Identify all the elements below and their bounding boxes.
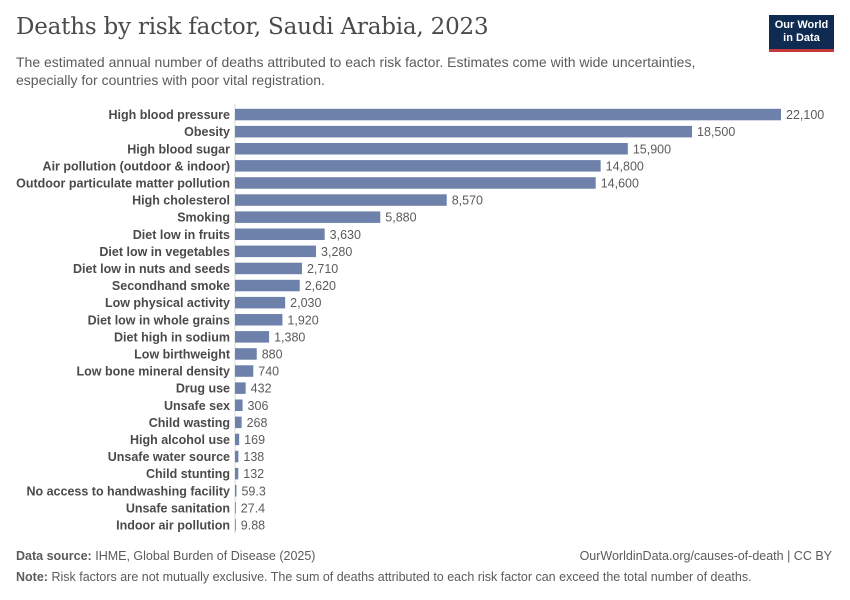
bar[interactable]	[235, 433, 240, 446]
bar[interactable]	[235, 245, 317, 258]
bar[interactable]	[235, 279, 300, 292]
value-label: 2,030	[290, 296, 321, 310]
category-label: Child stunting	[146, 467, 230, 481]
value-label: 27.4	[241, 501, 265, 515]
value-label: 132	[243, 467, 264, 481]
owid-logo[interactable]: Our World in Data	[769, 15, 834, 52]
category-label: Outdoor particulate matter pollution	[16, 176, 230, 190]
category-label: Air pollution (outdoor & indoor)	[43, 159, 230, 173]
value-label: 268	[247, 416, 268, 430]
bar[interactable]	[235, 296, 286, 309]
category-label: High cholesterol	[132, 194, 230, 208]
value-label: 5,880	[385, 211, 416, 225]
bar[interactable]	[235, 365, 254, 377]
value-label: 1,920	[287, 313, 318, 327]
data-source-text[interactable]: IHME, Global Burden of Disease (2025)	[95, 549, 316, 563]
category-label: Diet low in nuts and seeds	[73, 262, 230, 276]
value-label: 740	[258, 365, 279, 379]
bar[interactable]	[235, 382, 246, 394]
category-label: No access to handwashing facility	[26, 484, 230, 498]
bar[interactable]	[235, 194, 447, 206]
category-label: Secondhand smoke	[112, 279, 230, 293]
bar[interactable]	[235, 450, 239, 463]
value-label: 169	[244, 433, 265, 447]
bar[interactable]	[235, 160, 601, 172]
category-label: Child wasting	[149, 416, 230, 430]
value-label: 8,570	[452, 194, 483, 208]
category-label: Unsafe sanitation	[126, 501, 230, 515]
chart-subtitle: The estimated annual number of deaths at…	[16, 54, 696, 88]
category-label: Diet low in vegetables	[99, 245, 230, 259]
value-label: 2,620	[305, 279, 336, 293]
bar[interactable]	[235, 348, 257, 360]
category-label: Obesity	[184, 125, 230, 139]
value-label: 22,100	[786, 108, 824, 122]
value-label: 2,710	[307, 262, 338, 276]
bar[interactable]	[235, 228, 325, 241]
category-label: Low physical activity	[105, 296, 230, 310]
footnote: Note: Risk factors are not mutually excl…	[16, 570, 752, 584]
bar[interactable]	[235, 519, 236, 531]
bar[interactable]	[235, 143, 628, 155]
data-source-label: Data source:	[16, 549, 92, 563]
bar[interactable]	[235, 108, 781, 121]
category-label: Unsafe sex	[164, 399, 230, 413]
value-label: 15,900	[633, 142, 671, 156]
value-label: 432	[251, 382, 272, 396]
bar[interactable]	[235, 399, 243, 412]
bar[interactable]	[235, 177, 596, 189]
data-source: Data source: IHME, Global Burden of Dise…	[16, 549, 315, 563]
value-label: 9.88	[241, 518, 265, 532]
value-label: 59.3	[241, 484, 265, 498]
value-label: 306	[248, 399, 269, 413]
bar[interactable]	[235, 125, 693, 138]
category-label: Smoking	[177, 211, 230, 225]
category-label: Diet low in fruits	[133, 228, 230, 242]
bar[interactable]	[235, 262, 302, 275]
bar[interactable]	[235, 331, 270, 343]
value-label: 138	[243, 450, 264, 464]
category-label: Unsafe water source	[108, 450, 230, 464]
value-label: 18,500	[697, 125, 735, 139]
note-text: Risk factors are not mutually exclusive.…	[51, 570, 752, 584]
value-label: 1,380	[274, 330, 305, 344]
value-label: 14,600	[601, 176, 639, 190]
value-label: 3,280	[321, 245, 352, 259]
chart-title: Deaths by risk factor, Saudi Arabia, 202…	[16, 14, 489, 40]
note-label: Note:	[16, 570, 48, 584]
category-label: Indoor air pollution	[116, 518, 230, 532]
logo-line-1: Our World	[774, 19, 829, 31]
bar[interactable]	[235, 416, 242, 429]
value-label: 880	[262, 347, 283, 361]
category-label: Diet low in whole grains	[88, 313, 230, 327]
category-label: High alcohol use	[130, 433, 230, 447]
category-label: Drug use	[176, 382, 230, 396]
category-label: Low birthweight	[134, 347, 231, 361]
bar[interactable]	[235, 502, 236, 514]
bar[interactable]	[235, 211, 381, 223]
category-label: Diet high in sodium	[114, 330, 230, 344]
category-label: Low bone mineral density	[77, 365, 231, 379]
logo-line-2: in Data	[783, 32, 820, 44]
bar[interactable]	[235, 485, 237, 497]
bar[interactable]	[235, 314, 283, 326]
value-label: 3,630	[330, 228, 361, 242]
category-label: High blood sugar	[127, 142, 230, 156]
footer-link[interactable]: OurWorldinData.org/causes-of-death | CC …	[579, 549, 832, 563]
value-label: 14,800	[606, 159, 644, 173]
category-label: High blood pressure	[108, 108, 230, 122]
bar[interactable]	[235, 467, 239, 480]
